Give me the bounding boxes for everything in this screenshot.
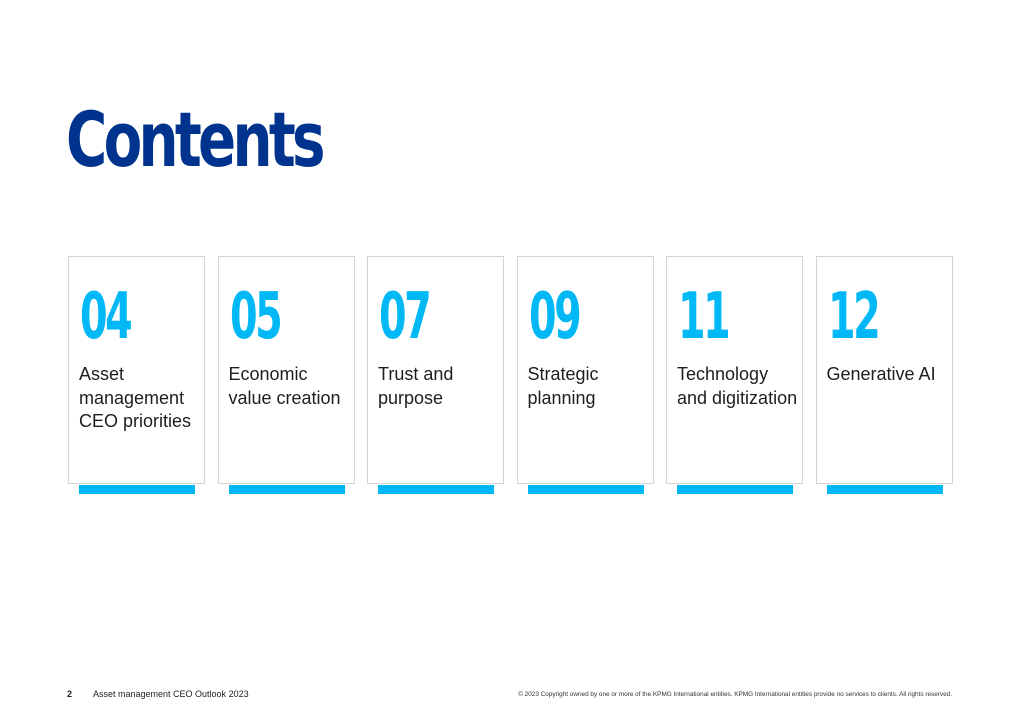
card-page-number: 12 xyxy=(827,280,881,354)
contents-card[interactable]: 05 Economic value creation xyxy=(217,256,355,494)
card-frame xyxy=(666,256,803,484)
card-frame xyxy=(367,256,504,484)
card-page-number: 07 xyxy=(379,280,432,354)
page-title: Contents xyxy=(66,95,325,184)
contents-card[interactable]: 12 Generative AI xyxy=(815,256,953,494)
contents-card[interactable]: 07 Trust and purpose xyxy=(367,256,504,494)
card-section-title: Economic value creation xyxy=(228,364,341,408)
card-accent-bar xyxy=(527,485,644,494)
card-frame xyxy=(68,256,205,484)
card-frame xyxy=(516,256,654,484)
contents-card[interactable]: 11 Technology and digitization xyxy=(666,256,803,494)
card-accent-bar xyxy=(79,485,195,494)
contents-cards: 04 Asset management CEO priorities 05 Ec… xyxy=(68,256,954,496)
card-page-number: 05 xyxy=(229,280,283,354)
card-page-number: 04 xyxy=(80,280,133,354)
footer-document-title: Asset management CEO Outlook 2023 xyxy=(93,689,249,699)
card-frame xyxy=(217,256,355,484)
card-accent-bar xyxy=(228,485,345,494)
card-accent-bar xyxy=(677,485,793,494)
card-section-title: Trust and purpose xyxy=(378,364,454,408)
contents-card[interactable]: 09 Strategic planning xyxy=(516,256,654,494)
card-page-number: 09 xyxy=(528,280,582,354)
card-frame xyxy=(815,256,953,484)
card-page-number: 11 xyxy=(678,280,731,354)
card-section-title: Technology and digitization xyxy=(677,364,798,408)
card-accent-bar xyxy=(826,485,943,494)
card-section-title: Generative AI xyxy=(826,364,936,384)
card-section-title: Strategic planning xyxy=(527,364,599,408)
card-accent-bar xyxy=(378,485,494,494)
contents-card[interactable]: 04 Asset management CEO priorities xyxy=(68,256,205,494)
footer-page-number: 2 xyxy=(67,689,73,699)
card-section-title: Asset management CEO priorities xyxy=(79,364,192,431)
footer-copyright: © 2023 Copyright owned by one or more of… xyxy=(518,691,952,698)
